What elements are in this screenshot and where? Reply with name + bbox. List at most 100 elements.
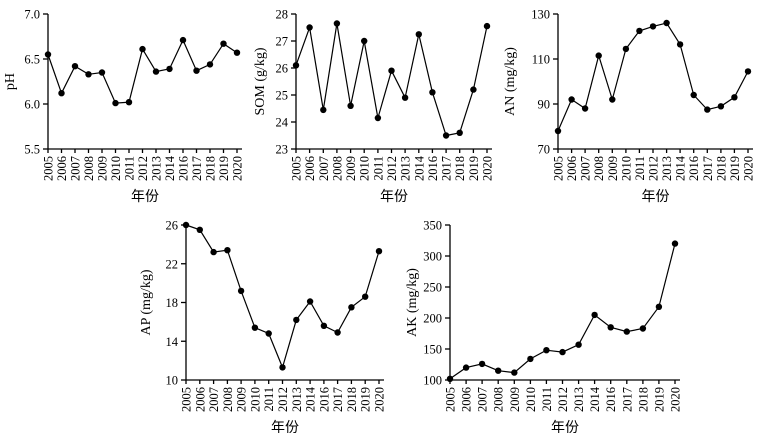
data-point <box>179 36 187 44</box>
x-tick-label: 2005 <box>42 156 56 181</box>
x-tick-label: 2020 <box>373 387 387 412</box>
y-tick-label: 150 <box>423 343 442 357</box>
x-tick-label: 2016 <box>426 156 440 181</box>
x-tick-label: 2007 <box>69 156 83 181</box>
y-tick-label: 7.0 <box>24 8 40 22</box>
data-point <box>655 303 663 310</box>
data-point <box>511 369 518 376</box>
data-point <box>649 23 657 30</box>
x-tick-label: 2013 <box>572 387 586 412</box>
x-tick-label: 2019 <box>467 156 481 181</box>
data-point <box>717 103 725 110</box>
x-tick-label: 2014 <box>674 155 688 181</box>
x-tick-label: 2014 <box>412 155 426 181</box>
x-tick-label: 2013 <box>660 156 674 181</box>
x-tick-label: 2018 <box>714 156 728 181</box>
data-point <box>623 328 630 335</box>
data-point <box>446 375 454 382</box>
chart-som-canvas: 23 24 25 26 27 28 2005 2006 2007 2008 2009 2010 2011… <box>253 8 495 206</box>
x-tick-label: 2010 <box>524 387 538 412</box>
y-tick-label: 18 <box>166 296 179 310</box>
data-point <box>334 329 341 336</box>
y-tick-label: 100 <box>423 374 442 388</box>
x-tick-label: 2018 <box>453 156 467 181</box>
data-point <box>595 52 602 59</box>
data-point <box>306 298 314 305</box>
x-tick-label: 2010 <box>358 156 372 181</box>
chart-an: 70 90 110 130 2005 2006 2007 2008 2009 2010 2011 20… <box>500 0 761 211</box>
y-tick-label: 26 <box>166 219 179 233</box>
x-tick-label: 2017 <box>701 156 715 181</box>
x-tick-label: 2017 <box>440 156 454 181</box>
data-point <box>415 31 422 38</box>
x-tick-label: 2008 <box>592 156 606 181</box>
data-point <box>279 364 286 371</box>
y-tick-label: 26 <box>276 62 289 76</box>
data-point <box>251 324 259 331</box>
data-point <box>543 347 550 354</box>
y-tick-label: 6.0 <box>24 98 40 112</box>
x-tick-label: 2011 <box>633 156 647 181</box>
data-point <box>671 240 679 247</box>
x-tick-label: 2009 <box>606 156 620 181</box>
x-tick-label: 2009 <box>96 156 110 181</box>
x-tick-label: 2005 <box>290 156 304 181</box>
y-axis-title: AP (mg/kg) <box>139 269 154 335</box>
data-point <box>196 226 203 233</box>
y-tick-label: 27 <box>276 35 289 49</box>
x-tick-label: 2013 <box>290 387 304 412</box>
series-line <box>449 243 676 380</box>
x-tick-label: 2019 <box>359 387 373 412</box>
x-tick-label: 2018 <box>204 156 218 181</box>
data-point <box>265 330 272 337</box>
x-tick-label: 2005 <box>180 387 194 412</box>
chart-som: 23 24 25 26 27 28 2005 2006 2007 2008 2009 2010 2011… <box>250 0 500 211</box>
data-point <box>636 27 643 35</box>
data-point <box>609 96 616 103</box>
x-tick-label: 2006 <box>193 387 207 412</box>
data-point <box>374 114 382 122</box>
x-tick-label: 2012 <box>556 387 570 412</box>
y-axis-title: AN (mg/kg) <box>503 47 518 116</box>
chart-ph-canvas: 5.5 6.0 6.5 7.0 2005 2006 2007 2008 2009 2010 2011… <box>3 8 245 206</box>
y-tick-label: 28 <box>276 8 289 22</box>
data-point <box>362 293 369 300</box>
data-point <box>483 22 491 30</box>
data-point <box>306 24 313 31</box>
x-tick-label: 2017 <box>190 156 204 181</box>
data-point <box>112 99 119 107</box>
data-point <box>676 41 684 48</box>
data-point <box>442 132 450 139</box>
series-line <box>295 23 488 137</box>
y-tick-label: 130 <box>531 8 550 22</box>
data-point <box>237 287 245 295</box>
data-point <box>559 348 566 356</box>
y-tick-label: 6.5 <box>24 53 40 67</box>
y-tick-label: 23 <box>276 143 289 157</box>
y-axis-title: SOM (g/kg) <box>253 47 268 115</box>
data-point <box>293 316 300 324</box>
x-tick-label: 2006 <box>303 156 317 181</box>
data-point <box>388 67 395 74</box>
y-tick-label: 25 <box>276 89 289 103</box>
chart-ph: 5.5 6.0 6.5 7.0 2005 2006 2007 2008 2009 2010 2011… <box>0 0 250 211</box>
x-tick-label: 2016 <box>317 387 331 412</box>
series-line <box>185 224 380 370</box>
x-tick-label: 2018 <box>636 387 650 412</box>
data-point <box>704 106 711 113</box>
data-point <box>495 367 502 374</box>
y-tick-label: 200 <box>423 312 442 326</box>
chart-ak: 100 150 200 250 300 350 2005 2006 2007 2008 2009 20… <box>402 211 688 433</box>
y-tick-label: 24 <box>276 116 289 130</box>
x-tick-label: 2018 <box>345 387 359 412</box>
data-point <box>527 355 534 363</box>
data-point <box>320 106 327 114</box>
x-tick-label: 2019 <box>217 156 231 181</box>
x-axis-title: 年份 <box>551 420 579 433</box>
figure-row-bottom: 10 14 18 22 26 2005 2006 2007 2008 2009 2010 2011 20… <box>0 211 761 433</box>
x-tick-label: 2009 <box>344 156 358 181</box>
x-tick-label: 2005 <box>444 387 458 412</box>
